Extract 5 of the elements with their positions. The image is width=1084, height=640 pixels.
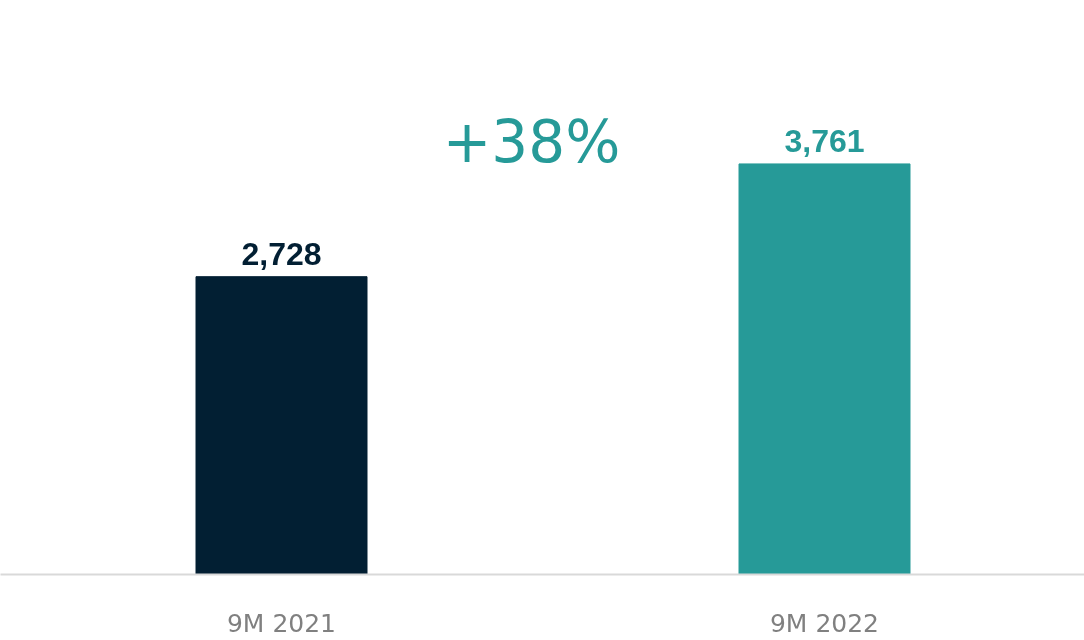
x-tick-label: 9M 2022 xyxy=(769,608,880,638)
data-label: 3,761 xyxy=(784,122,865,159)
data-label: 2,728 xyxy=(241,235,322,272)
x-tick-label: 9M 2021 xyxy=(226,608,337,638)
annotation: +38% xyxy=(442,108,621,177)
